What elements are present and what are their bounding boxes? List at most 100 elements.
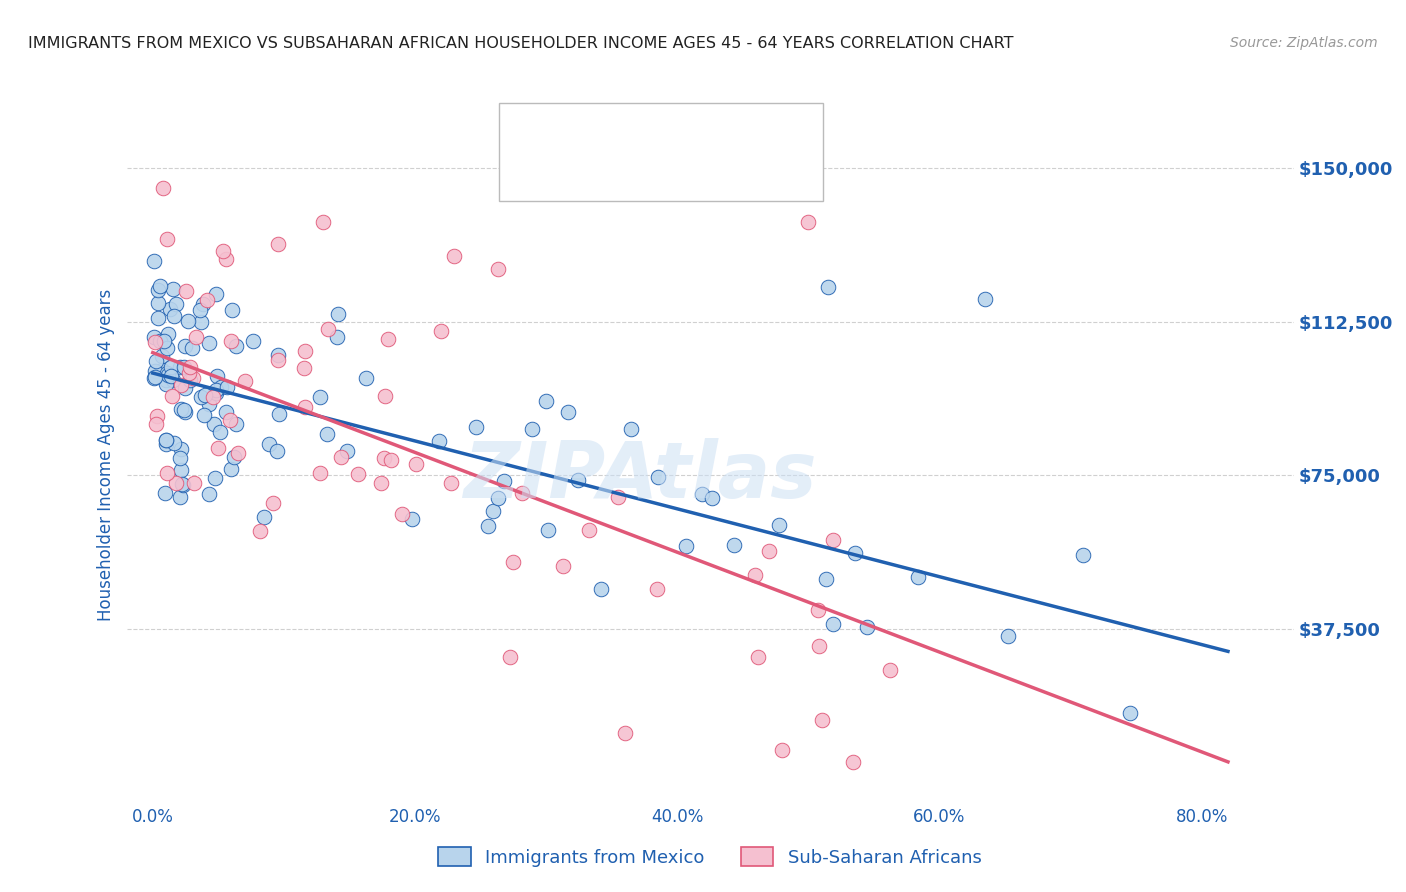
Point [188, 302, 211, 317]
Point [557, 404, 579, 418]
Point [225, 417, 247, 431]
Point [578, 524, 600, 538]
Point [520, 422, 543, 436]
Point [202, 417, 225, 432]
Point [292, 361, 315, 376]
Point [149, 279, 172, 293]
Point [374, 389, 396, 403]
Point [675, 539, 697, 553]
Point [201, 390, 224, 404]
Point [162, 282, 184, 296]
Point [221, 462, 243, 476]
Point [267, 237, 290, 252]
Point [156, 341, 179, 355]
Point [492, 474, 515, 488]
Point [181, 341, 204, 355]
Point [179, 374, 201, 388]
Point [309, 467, 332, 481]
Point [156, 232, 179, 246]
Point [219, 334, 242, 348]
Point [405, 457, 427, 471]
Point [155, 434, 177, 448]
Point [172, 478, 194, 492]
Point [974, 293, 997, 307]
Point [427, 434, 450, 448]
Point [233, 374, 256, 388]
Point [744, 568, 766, 582]
Point [391, 507, 413, 521]
Point [162, 373, 184, 387]
Point [498, 650, 520, 665]
Point [190, 390, 212, 404]
Point [207, 441, 229, 455]
Point [464, 420, 486, 434]
Point [997, 629, 1019, 643]
Point [146, 311, 169, 326]
Point [613, 726, 636, 740]
Point [1073, 549, 1095, 563]
Legend: Immigrants from Mexico, Sub-Saharan Africans: Immigrants from Mexico, Sub-Saharan Afri… [432, 840, 988, 874]
Point [174, 284, 197, 298]
Point [257, 437, 280, 451]
Point [879, 663, 901, 677]
Point [380, 452, 402, 467]
Point [205, 369, 228, 384]
Point [477, 519, 499, 533]
Point [747, 649, 769, 664]
Point [312, 214, 335, 228]
Point [249, 524, 271, 539]
Point [157, 368, 180, 382]
Point [143, 334, 166, 349]
Point [173, 405, 195, 419]
Point [797, 214, 820, 228]
Text: ZIPAtlas: ZIPAtlas [463, 438, 817, 514]
Point [174, 382, 197, 396]
Point [370, 476, 392, 491]
Point [567, 473, 589, 487]
Point [160, 359, 183, 374]
Point [156, 366, 179, 380]
Point [844, 545, 866, 559]
Point [153, 334, 176, 348]
Point [373, 450, 395, 465]
Point [620, 422, 643, 436]
Text: R = -0.602   N =  66: R = -0.602 N = 66 [562, 169, 745, 187]
Point [169, 490, 191, 504]
Point [228, 446, 250, 460]
Point [155, 373, 177, 387]
Point [145, 417, 167, 432]
Point [156, 466, 179, 480]
Point [165, 297, 187, 311]
Point [159, 301, 181, 316]
Point [146, 409, 169, 424]
Point [143, 364, 166, 378]
Point [169, 451, 191, 466]
Point [294, 344, 316, 359]
Point [152, 180, 174, 194]
Point [177, 314, 200, 328]
Point [807, 602, 830, 616]
Point [190, 315, 212, 329]
Point [481, 504, 503, 518]
Point [817, 280, 839, 294]
Point [208, 425, 231, 439]
Point [267, 348, 290, 362]
Point [308, 390, 330, 404]
Point [429, 324, 451, 338]
Point [160, 389, 183, 403]
Point [253, 509, 276, 524]
Point [183, 371, 205, 385]
Point [401, 512, 423, 526]
Point [328, 308, 350, 322]
Point [148, 296, 170, 310]
Point [807, 639, 830, 653]
Point [143, 371, 166, 385]
Point [811, 713, 834, 727]
Point [336, 444, 359, 458]
Text: Source: ZipAtlas.com: Source: ZipAtlas.com [1230, 36, 1378, 50]
Point [212, 244, 235, 258]
Text: R = -0.789   N = 114: R = -0.789 N = 114 [562, 120, 751, 138]
Point [146, 283, 169, 297]
Point [155, 434, 177, 448]
Text: IMMIGRANTS FROM MEXICO VS SUBSAHARAN AFRICAN HOUSEHOLDER INCOME AGES 45 - 64 YEA: IMMIGRANTS FROM MEXICO VS SUBSAHARAN AFR… [28, 36, 1014, 51]
